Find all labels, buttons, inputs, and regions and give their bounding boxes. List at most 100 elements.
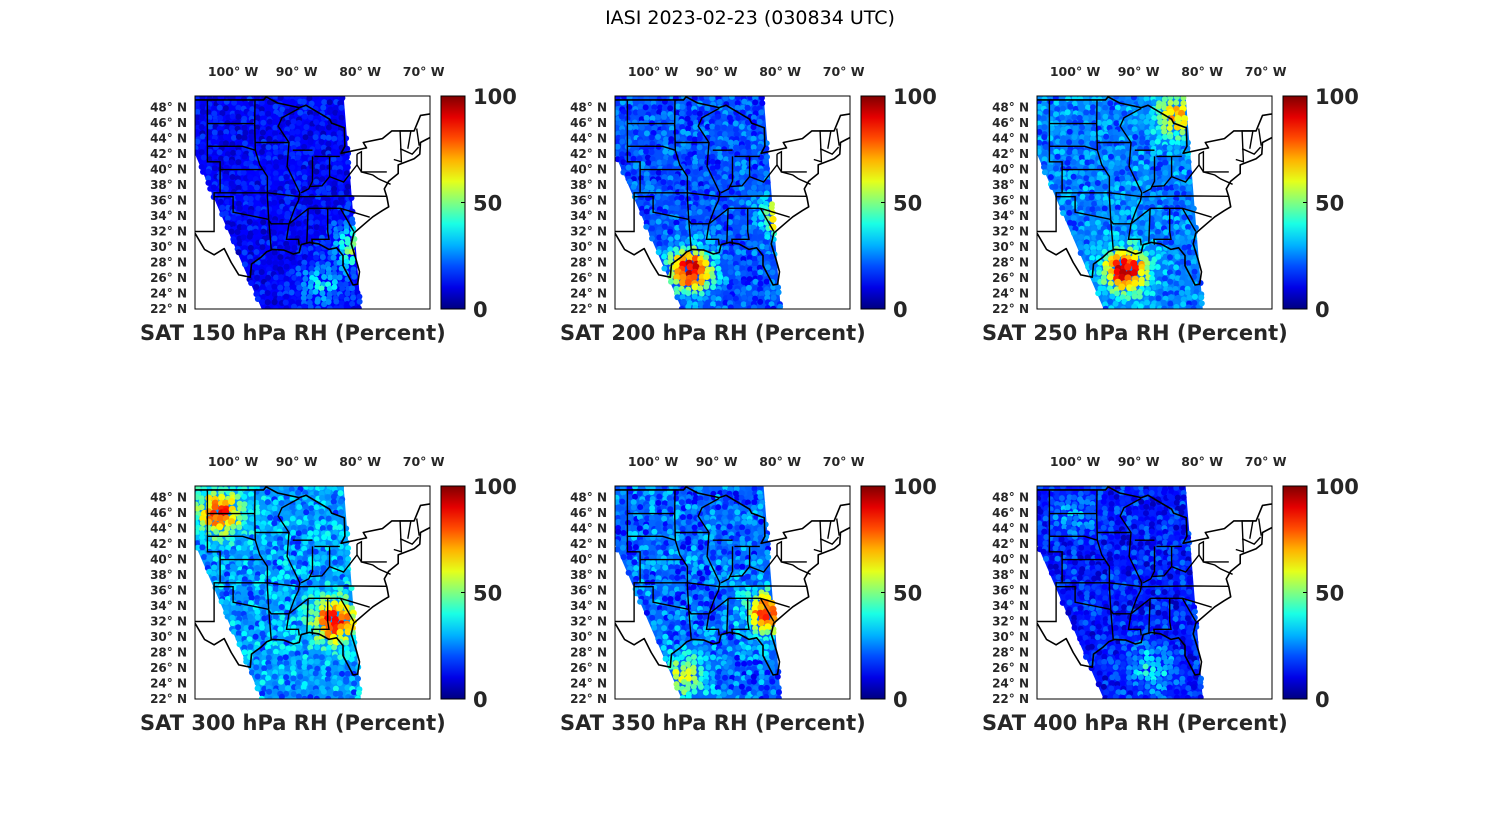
rh-observation-point <box>207 123 214 130</box>
rh-observation-point <box>234 229 241 235</box>
rh-observation-point <box>326 99 333 106</box>
rh-observation-point <box>1180 96 1187 101</box>
rh-observation-point <box>195 109 201 115</box>
rh-observation-point <box>290 550 297 557</box>
rh-observation-point <box>636 525 643 532</box>
rh-observation-point <box>674 564 680 571</box>
rh-observation-point <box>224 215 231 222</box>
rh-observation-point <box>330 493 337 500</box>
rh-observation-point <box>709 153 716 160</box>
rh-observation-point <box>195 114 201 121</box>
rh-observation-point <box>655 134 661 140</box>
rh-observation-point <box>351 680 358 687</box>
rh-observation-point <box>710 218 717 225</box>
rh-observation-point <box>343 645 350 652</box>
rh-observation-point <box>762 194 769 200</box>
rh-observation-point <box>726 283 733 290</box>
rh-observation-point <box>638 149 645 156</box>
rh-observation-point <box>1139 113 1146 120</box>
rh-observation-point <box>691 181 698 188</box>
rh-observation-point <box>680 619 687 626</box>
rh-observation-point <box>210 138 217 145</box>
rh-observation-point <box>720 588 727 595</box>
rh-observation-point <box>684 278 693 287</box>
rh-observation-point <box>300 689 307 696</box>
state-boundary <box>329 154 358 183</box>
rh-observation-point <box>691 649 698 656</box>
rh-observation-point <box>691 225 698 232</box>
rh-observation-point <box>342 593 349 600</box>
rh-observation-point <box>656 201 663 208</box>
rh-observation-point <box>314 266 321 272</box>
rh-observation-point <box>325 218 332 225</box>
rh-observation-point <box>284 685 291 692</box>
rh-observation-point <box>637 109 644 116</box>
rh-observation-point <box>734 494 741 501</box>
rh-observation-point <box>302 539 309 546</box>
rh-observation-point <box>668 548 675 555</box>
rh-observation-point <box>732 503 739 510</box>
rh-observation-point <box>240 506 247 513</box>
rh-observation-point <box>697 486 703 491</box>
rh-observation-point <box>1186 178 1193 185</box>
map-frame <box>194 95 431 310</box>
rh-observation-point <box>345 545 352 552</box>
rh-observation-point <box>284 665 291 672</box>
rh-observation-point <box>734 270 741 277</box>
rh-observation-point <box>770 294 777 301</box>
rh-observation-point <box>764 264 771 271</box>
rh-observation-point <box>1078 154 1085 161</box>
rh-observation-point <box>211 129 218 136</box>
rh-observation-point <box>338 184 345 191</box>
lat-tick-label: 32° N <box>570 225 607 239</box>
rh-observation-point <box>649 225 655 232</box>
rh-observation-point <box>242 129 249 136</box>
rh-observation-point <box>266 196 273 203</box>
rh-observation-point <box>667 175 674 182</box>
rh-observation-point <box>750 678 757 685</box>
rh-observation-point <box>1060 170 1067 177</box>
rh-observation-point <box>722 486 729 491</box>
rh-observation-point <box>313 610 320 617</box>
rh-observation-point <box>615 528 622 535</box>
lon-tick-label: 70° W <box>823 64 865 79</box>
rh-observation-point <box>643 609 650 616</box>
rh-observation-point <box>763 684 770 691</box>
rh-observation-point <box>745 130 752 137</box>
rh-observation-point <box>650 559 657 566</box>
rh-observation-point <box>733 219 740 225</box>
rh-observation-point <box>315 305 321 309</box>
rh-observation-point <box>667 100 674 107</box>
rh-observation-point <box>301 259 308 266</box>
rh-observation-point <box>261 539 268 546</box>
rh-observation-point <box>331 169 338 176</box>
rh-observation-point <box>741 513 748 520</box>
rh-observation-point <box>1101 149 1108 156</box>
rh-observation-point <box>642 529 649 536</box>
rh-observation-point <box>224 198 231 205</box>
rh-observation-point <box>1101 205 1108 212</box>
rh-observation-point <box>727 609 734 616</box>
rh-observation-point <box>675 568 682 575</box>
rh-observation-point <box>741 131 748 138</box>
rh-observation-point <box>338 114 345 121</box>
rh-observation-point <box>248 280 255 286</box>
rh-observation-point <box>284 579 290 586</box>
rh-observation-point <box>717 154 724 161</box>
rh-observation-point <box>259 244 266 251</box>
rh-observation-point <box>709 544 716 551</box>
rh-observation-point <box>758 669 765 676</box>
rh-observation-point <box>289 665 296 672</box>
lon-tick-label: 80° W <box>339 454 381 469</box>
rh-observation-point <box>651 125 658 132</box>
rh-observation-point <box>284 565 291 571</box>
panel-150hpa: 100° W 90° W 80° W 70° W 48° N 46° N 44° N 42° … <box>138 58 538 358</box>
rh-observation-point <box>259 574 266 580</box>
rh-observation-point <box>225 544 232 551</box>
rh-observation-point <box>337 623 345 631</box>
rh-observation-point <box>278 234 285 240</box>
rh-observation-point <box>265 548 272 555</box>
rh-observation-point <box>283 281 290 288</box>
rh-observation-point <box>198 124 205 130</box>
rh-observation-point <box>339 659 346 666</box>
